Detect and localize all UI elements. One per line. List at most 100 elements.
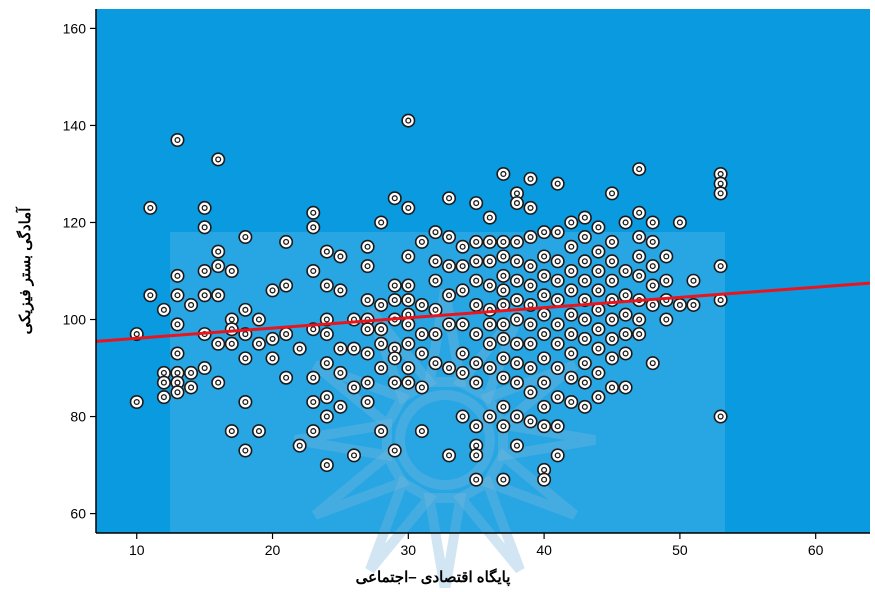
data-point: [577, 331, 592, 346]
data-point: [550, 336, 565, 351]
data-point: [645, 356, 660, 371]
data-point: [550, 225, 565, 240]
data-point: [523, 385, 538, 400]
data-point: [713, 409, 728, 424]
data-point: [414, 380, 429, 395]
data-point: [537, 351, 552, 366]
data-point: [170, 385, 185, 400]
data-point: [550, 176, 565, 191]
data-point: [482, 317, 497, 332]
data-point: [618, 263, 633, 278]
data-point: [197, 263, 212, 278]
data-point: [564, 307, 579, 322]
data-point: [564, 394, 579, 409]
data-point: [455, 283, 470, 298]
data-point: [496, 331, 511, 346]
data-point: [632, 230, 647, 245]
data-point: [509, 409, 524, 424]
data-point: [346, 380, 361, 395]
data-point: [387, 341, 402, 356]
data-point: [509, 312, 524, 327]
data-point: [523, 230, 538, 245]
data-point: [509, 234, 524, 249]
data-point: [306, 394, 321, 409]
data-point: [455, 259, 470, 274]
data-point: [469, 419, 484, 434]
data-point: [564, 239, 579, 254]
data-point: [360, 375, 375, 390]
data-point: [523, 414, 538, 429]
data-point: [591, 341, 606, 356]
data-point: [618, 327, 633, 342]
data-point: [428, 273, 443, 288]
data-point: [509, 356, 524, 371]
data-point: [401, 278, 416, 293]
data-point: [387, 375, 402, 390]
y-tick-label: 60: [70, 506, 86, 522]
x-tick-label: 50: [672, 542, 688, 558]
data-point: [374, 322, 389, 337]
data-point: [591, 244, 606, 259]
data-point: [482, 278, 497, 293]
data-point: [645, 215, 660, 230]
data-point: [428, 254, 443, 269]
data-point: [577, 375, 592, 390]
y-tick-label: 160: [63, 20, 87, 36]
data-point: [645, 278, 660, 293]
data-point: [306, 220, 321, 235]
data-point: [482, 210, 497, 225]
data-point: [604, 186, 619, 201]
data-point: [374, 297, 389, 312]
data-point: [360, 239, 375, 254]
data-point: [577, 210, 592, 225]
data-point: [482, 336, 497, 351]
data-point: [509, 196, 524, 211]
data-point: [170, 317, 185, 332]
data-point: [537, 419, 552, 434]
y-tick-label: 140: [63, 117, 87, 133]
data-point: [564, 215, 579, 230]
data-point: [238, 443, 253, 458]
data-point: [387, 293, 402, 308]
data-point: [170, 133, 185, 148]
data-point: [319, 356, 334, 371]
data-point: [442, 230, 457, 245]
data-point: [401, 113, 416, 128]
data-point: [496, 268, 511, 283]
data-point: [537, 268, 552, 283]
data-point: [482, 302, 497, 317]
data-point: [591, 390, 606, 405]
data-point: [333, 341, 348, 356]
data-point: [360, 259, 375, 274]
data-point: [523, 317, 538, 332]
data-point: [496, 166, 511, 181]
data-point: [292, 341, 307, 356]
data-point: [482, 254, 497, 269]
data-point: [469, 196, 484, 211]
data-point: [279, 234, 294, 249]
data-point: [537, 399, 552, 414]
data-point: [387, 278, 402, 293]
data-point: [319, 327, 334, 342]
data-point: [211, 244, 226, 259]
data-point: [238, 351, 253, 366]
data-point: [333, 399, 348, 414]
data-point: [428, 356, 443, 371]
data-point: [197, 361, 212, 376]
data-point: [442, 317, 457, 332]
data-point: [170, 288, 185, 303]
data-point: [143, 200, 158, 215]
data-point: [604, 293, 619, 308]
x-tick-label: 30: [401, 542, 417, 558]
data-point: [401, 293, 416, 308]
data-point: [401, 317, 416, 332]
data-point: [333, 283, 348, 298]
data-point: [564, 263, 579, 278]
data-point: [496, 351, 511, 366]
data-point: [238, 230, 253, 245]
data-point: [523, 171, 538, 186]
data-point: [265, 331, 280, 346]
data-point: [523, 200, 538, 215]
